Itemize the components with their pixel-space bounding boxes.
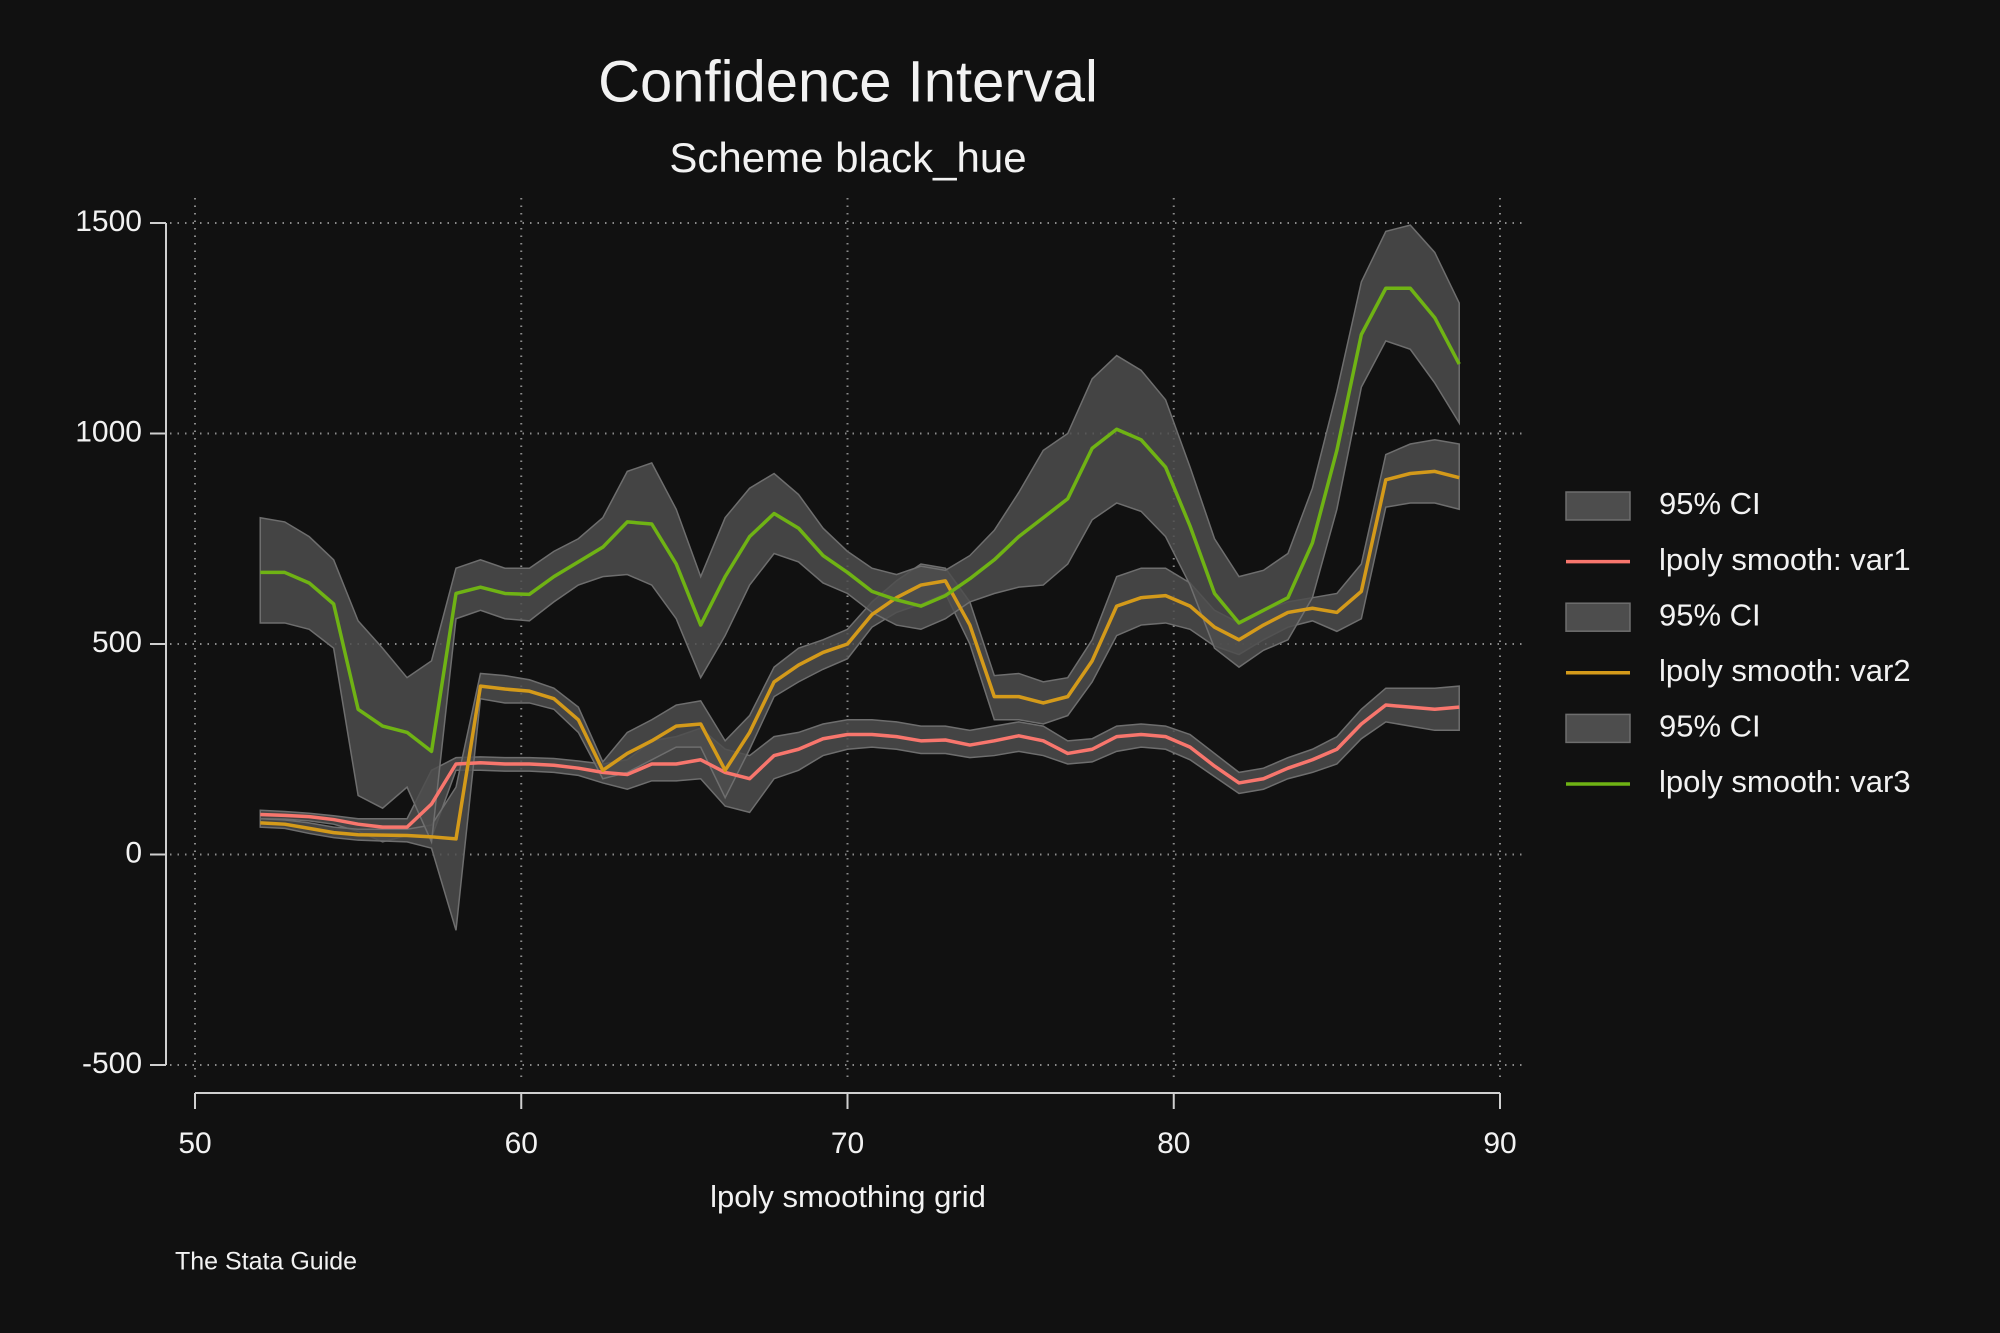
x-tick-label: 50 (178, 1127, 211, 1160)
series-line (260, 469, 1460, 841)
chart-title: Confidence Interval (598, 49, 1098, 114)
legend-label: lpoly smooth: var2 (1659, 653, 1911, 688)
note: The Stata Guide (175, 1248, 357, 1276)
series-line (260, 286, 1461, 754)
series-line (260, 703, 1460, 829)
x-tick-label: 90 (1483, 1127, 1516, 1160)
y-tick-label: 500 (92, 626, 142, 659)
y-tick-label: 1000 (75, 415, 142, 448)
legend-label: 95% CI (1659, 597, 1761, 632)
ci-band (259, 439, 1460, 931)
x-tick-label: 80 (1157, 1127, 1190, 1160)
legend-label: 95% CI (1659, 709, 1761, 744)
y-tick-label: 0 (125, 836, 142, 869)
ci-band (259, 224, 1460, 845)
legend-swatch (1565, 713, 1631, 744)
legend-swatch (1565, 602, 1631, 632)
legend-label: lpoly smooth: var3 (1659, 764, 1911, 799)
legend-label: 95% CI (1659, 486, 1761, 521)
chart-subtitle: Scheme black_hue (669, 134, 1026, 181)
x-tick-label: 70 (831, 1127, 864, 1160)
legend-swatch (1565, 491, 1631, 521)
y-tick-label: -500 (82, 1047, 142, 1080)
y-tick-label: 1500 (75, 205, 142, 238)
legend-label: lpoly smooth: var1 (1659, 542, 1911, 577)
x-tick-label: 60 (505, 1127, 538, 1160)
x-axis-label: lpoly smoothing grid (710, 1179, 986, 1214)
